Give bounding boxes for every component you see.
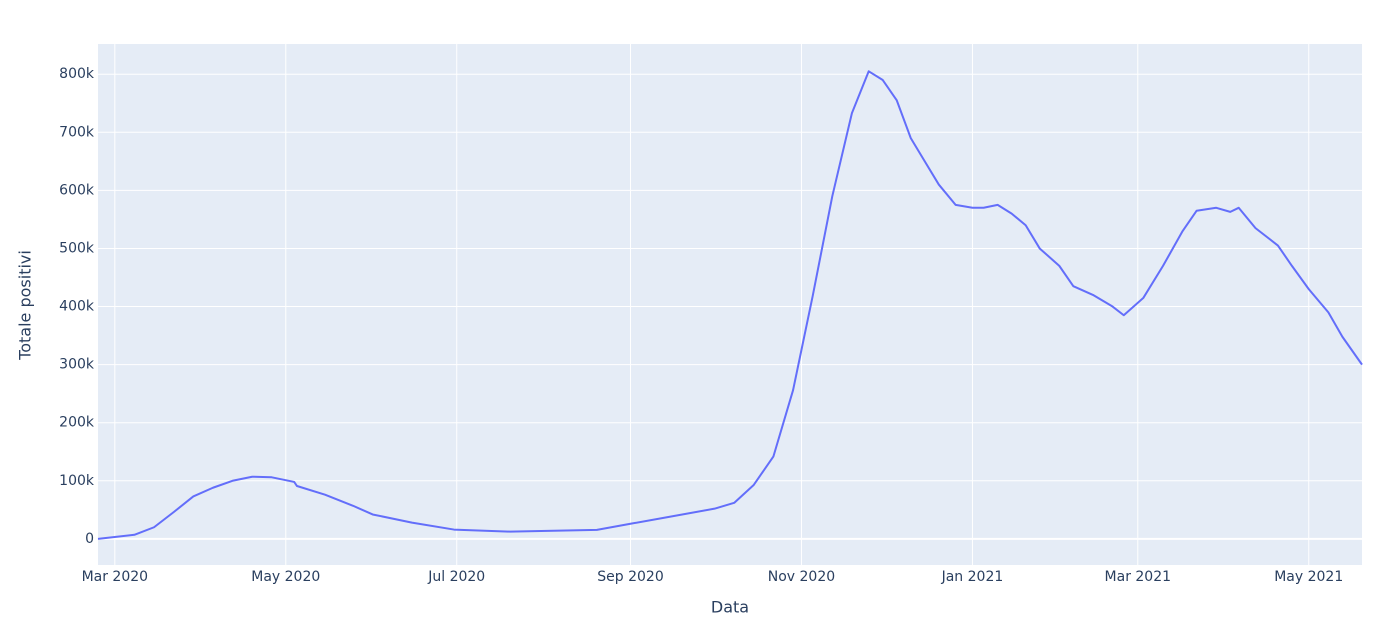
plot-background bbox=[98, 44, 1362, 565]
data-line bbox=[97, 70, 1363, 540]
y-tick-label: 300k bbox=[59, 357, 95, 373]
x-tick-label: Mar 2020 bbox=[82, 569, 149, 585]
x-axis-title: Data bbox=[711, 598, 749, 617]
grid bbox=[98, 44, 1362, 565]
y-axis-title: Totale positivi bbox=[16, 250, 35, 361]
x-tick-label: Nov 2020 bbox=[768, 569, 835, 585]
x-tick-label: Sep 2020 bbox=[597, 569, 663, 585]
y-tick-label: 0 bbox=[85, 531, 94, 547]
y-tick-label: 500k bbox=[59, 240, 95, 256]
x-tick-label: May 2020 bbox=[251, 569, 320, 585]
y-tick-label: 200k bbox=[59, 415, 95, 431]
x-tick-label: Jul 2020 bbox=[427, 569, 485, 585]
y-tick-label: 700k bbox=[59, 124, 95, 140]
x-tick-label: Jan 2021 bbox=[941, 569, 1004, 585]
x-tick-label: Mar 2021 bbox=[1105, 569, 1172, 585]
y-tick-label: 100k bbox=[59, 473, 95, 489]
y-tick-label: 800k bbox=[59, 66, 95, 82]
y-tick-label: 400k bbox=[59, 299, 95, 315]
x-tick-label: May 2021 bbox=[1274, 569, 1343, 585]
y-tick-label: 600k bbox=[59, 182, 95, 198]
